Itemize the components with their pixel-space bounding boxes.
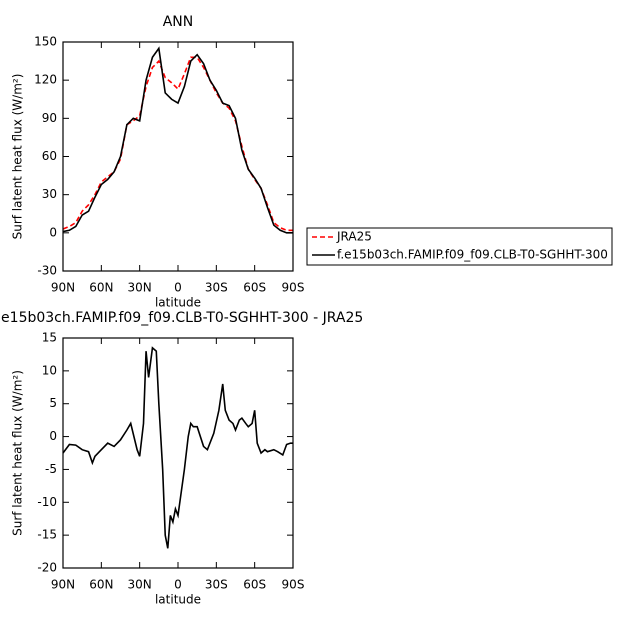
chart-title: ANN: [163, 14, 194, 30]
x-tick-label: 60S: [243, 281, 266, 295]
y-axis-label: Surf latent heat flux (W/m²): [11, 74, 25, 240]
data-line: [62, 56, 293, 232]
x-axis-label: latitude: [155, 296, 201, 310]
x-tick-label: 30N: [128, 578, 152, 592]
chart-title: f.e15b03ch.FAMIP.f09_f09.CLB-T0-SGHHT-30…: [0, 310, 363, 326]
x-tick-label: 60S: [243, 578, 266, 592]
y-tick-label: 10: [42, 363, 57, 377]
y-tick-label: -30: [37, 264, 57, 278]
x-tick-label: 30N: [128, 281, 152, 295]
y-tick-label: -10: [37, 495, 57, 509]
y-tick-label: -20: [37, 561, 57, 575]
x-tick-label: 90N: [51, 281, 75, 295]
y-tick-label: -15: [37, 528, 57, 542]
y-tick-label: 15: [42, 331, 57, 345]
x-tick-label: 30S: [205, 578, 228, 592]
plot-frame: [62, 41, 294, 272]
y-tick-label: 120: [34, 73, 57, 87]
y-axis-label: Surf latent heat flux (W/m²): [11, 370, 25, 536]
x-tick-label: 30S: [205, 281, 228, 295]
x-tick-label: 0: [174, 281, 182, 295]
x-tick-label: 90S: [282, 281, 305, 295]
y-tick-label: 5: [49, 396, 57, 410]
x-tick-label: 60N: [89, 281, 113, 295]
legend-label: JRA25: [336, 230, 372, 244]
y-tick-label: 90: [42, 111, 57, 125]
x-tick-label: 90N: [51, 578, 75, 592]
plot-frame: [62, 337, 294, 569]
legend-label: f.e15b03ch.FAMIP.f09_f09.CLB-T0-SGHHT-30…: [337, 248, 608, 262]
x-tick-label: 90S: [282, 578, 305, 592]
x-tick-label: 60N: [89, 578, 113, 592]
y-tick-label: 0: [49, 225, 57, 239]
x-tick-label: 0: [174, 578, 182, 592]
y-tick-label: 150: [34, 35, 57, 49]
data-line: [62, 46, 293, 234]
data-line: [62, 346, 293, 549]
x-axis-label: latitude: [155, 593, 201, 607]
y-tick-label: 60: [42, 149, 57, 163]
y-tick-label: -5: [45, 462, 57, 476]
legend-box: [306, 227, 613, 266]
y-tick-label: 30: [42, 187, 57, 201]
y-tick-label: 0: [49, 429, 57, 443]
